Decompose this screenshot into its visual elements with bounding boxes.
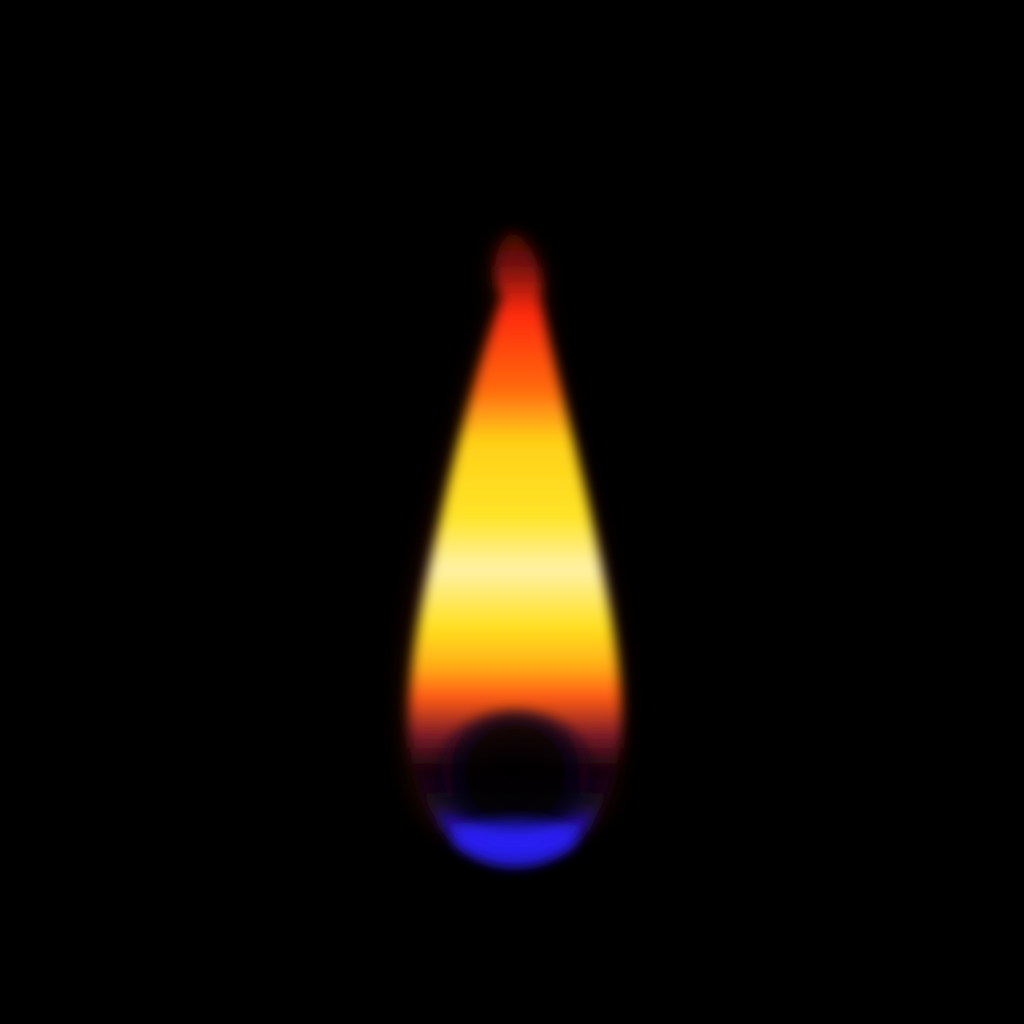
flame-body <box>408 232 622 868</box>
flame-dark-core <box>437 710 593 834</box>
flame-blue-rim <box>453 818 577 862</box>
